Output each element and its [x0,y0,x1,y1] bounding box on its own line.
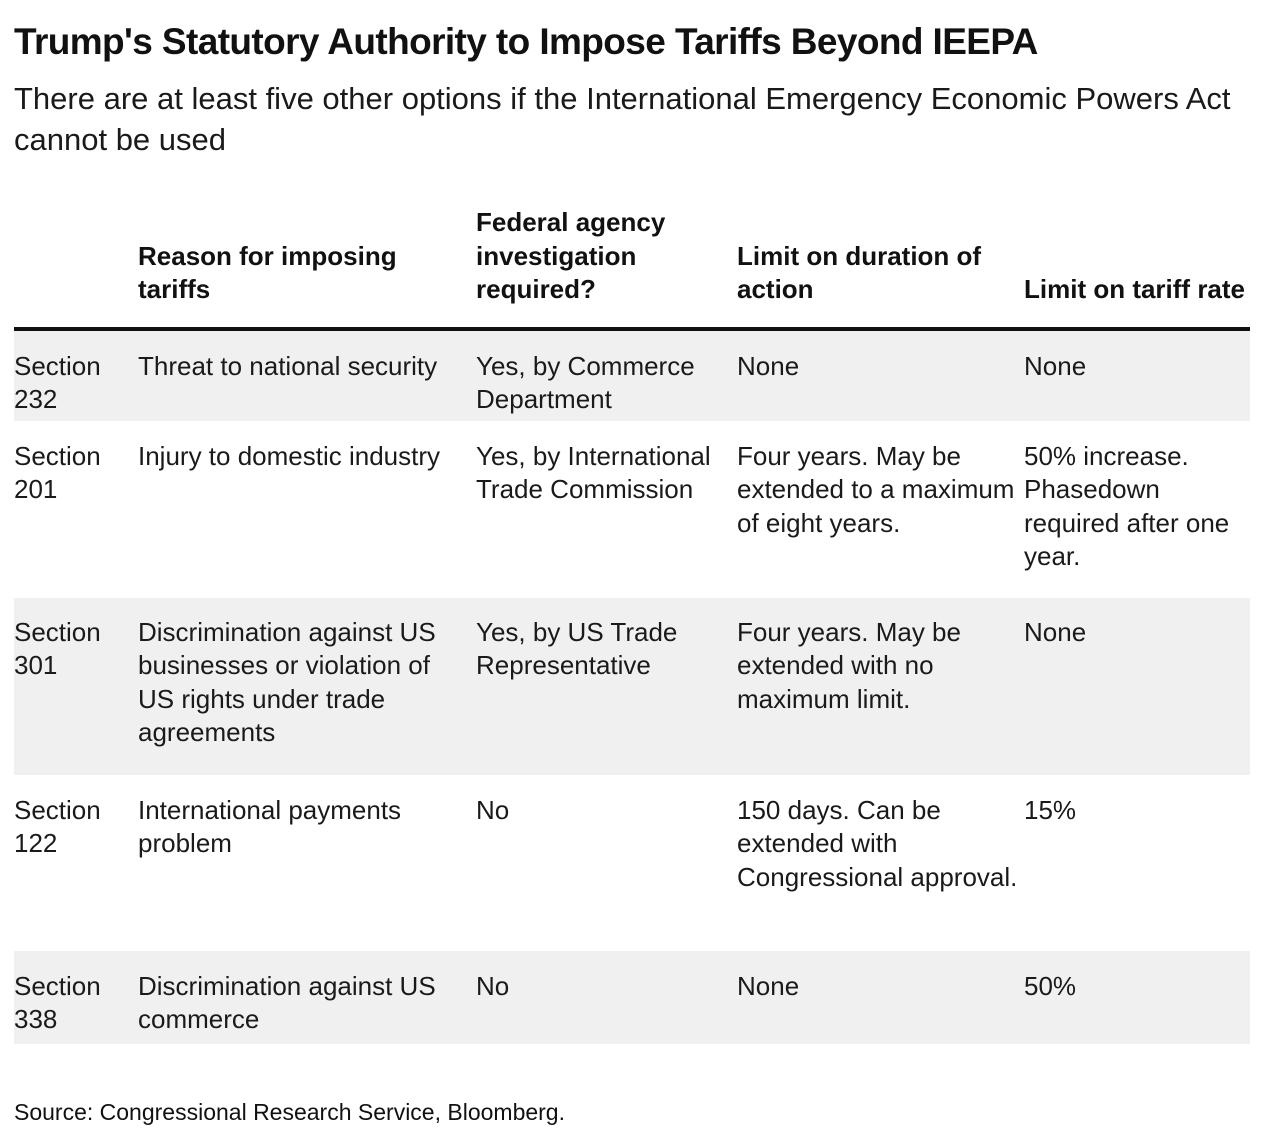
cell-reason: Threat to national security [138,328,476,421]
cell-reason: International payments problem [138,774,476,951]
cell-duration-limit: Four years. May be extended with no maxi… [737,597,1024,775]
cell-duration-limit: Four years. May be extended to a maximum… [737,420,1024,598]
table-row: Section 232 Threat to national security … [14,328,1250,421]
cell-investigation: Yes, by Commerce Department [476,328,737,421]
table-row: Section 338 Discrimination against US co… [14,950,1250,1044]
cell-rate-limit: 50% [1024,950,1250,1044]
header-rate-limit: Limit on tariff rate [1024,206,1250,331]
cell-reason: Discrimination against US commerce [138,950,476,1044]
cell-rate-limit: 15% [1024,774,1250,951]
cell-section: Section 338 [14,950,138,1044]
table-row: Section 301 Discrimination against US bu… [14,597,1250,775]
cell-duration-limit: None [737,328,1024,421]
header-duration-limit: Limit on duration of action [737,206,1024,331]
cell-section: Section 201 [14,420,138,598]
cell-section: Section 232 [14,328,138,421]
chart-title: Trump's Statutory Authority to Impose Ta… [14,21,1038,62]
cell-investigation: No [476,774,737,951]
cell-rate-limit: None [1024,597,1250,775]
source-note: Source: Congressional Research Service, … [14,1099,565,1125]
header-row: Reason for imposing tariffs Federal agen… [14,206,1250,331]
table-row: Section 201 Injury to domestic industry … [14,420,1250,598]
cell-investigation: Yes, by International Trade Commission [476,420,737,598]
header-section [14,206,138,331]
cell-rate-limit: None [1024,328,1250,421]
cell-rate-limit: 50% increase. Phasedown required after o… [1024,420,1250,598]
cell-section: Section 301 [14,597,138,775]
cell-duration-limit: 150 days. Can be extended with Congressi… [737,774,1024,951]
header-reason: Reason for imposing tariffs [138,206,476,331]
cell-investigation: No [476,950,737,1044]
cell-duration-limit: None [737,950,1024,1044]
table-row: Section 122 International payments probl… [14,774,1250,951]
cell-investigation: Yes, by US Trade Representative [476,597,737,775]
chart-subtitle: There are at least five other options if… [14,81,1231,157]
tariff-authority-table: Reason for imposing tariffs Federal agen… [14,206,1250,1044]
header-investigation: Federal agency investigation required? [476,206,737,331]
cell-reason: Injury to domestic industry [138,420,476,598]
cell-section: Section 122 [14,774,138,951]
cell-reason: Discrimination against US businesses or … [138,597,476,775]
